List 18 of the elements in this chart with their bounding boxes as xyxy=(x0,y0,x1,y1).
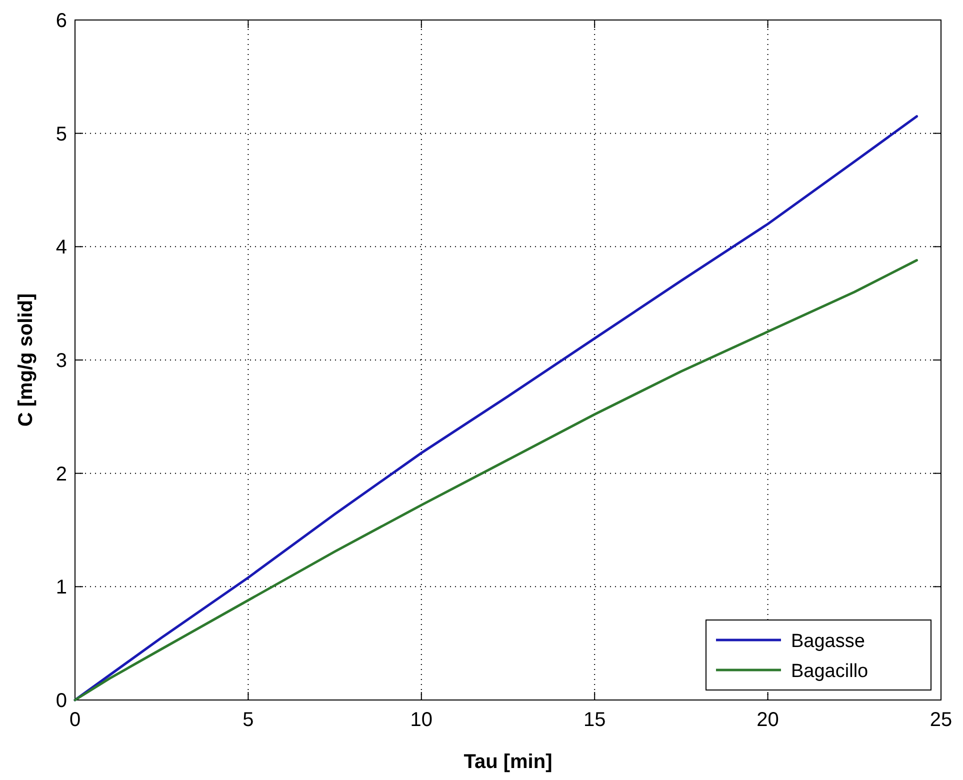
y-axis-title: C [mg/g solid] xyxy=(15,293,37,427)
y-tick-label: 6 xyxy=(56,10,67,32)
x-axis-title: Tau [min] xyxy=(464,751,552,773)
x-tick-label: 5 xyxy=(242,709,254,731)
y-tick-label: 2 xyxy=(56,463,67,486)
line-series xyxy=(74,259,918,702)
y-tick-label: 3 xyxy=(56,350,67,372)
y-tick-label: 4 xyxy=(56,236,67,259)
x-tick-label: 0 xyxy=(69,709,81,731)
x-tick-label: 25 xyxy=(930,709,952,731)
y-tick-label: 1 xyxy=(56,576,67,599)
x-tick-label: 10 xyxy=(410,709,433,731)
y-tick-label: 0 xyxy=(56,690,67,712)
x-tick-label: 20 xyxy=(756,709,779,731)
y-tick-label: 5 xyxy=(56,123,67,146)
legend-label: Bagasse xyxy=(791,631,865,652)
legend-label: Bagacillo xyxy=(791,661,868,682)
x-tick-label: 15 xyxy=(583,709,606,731)
